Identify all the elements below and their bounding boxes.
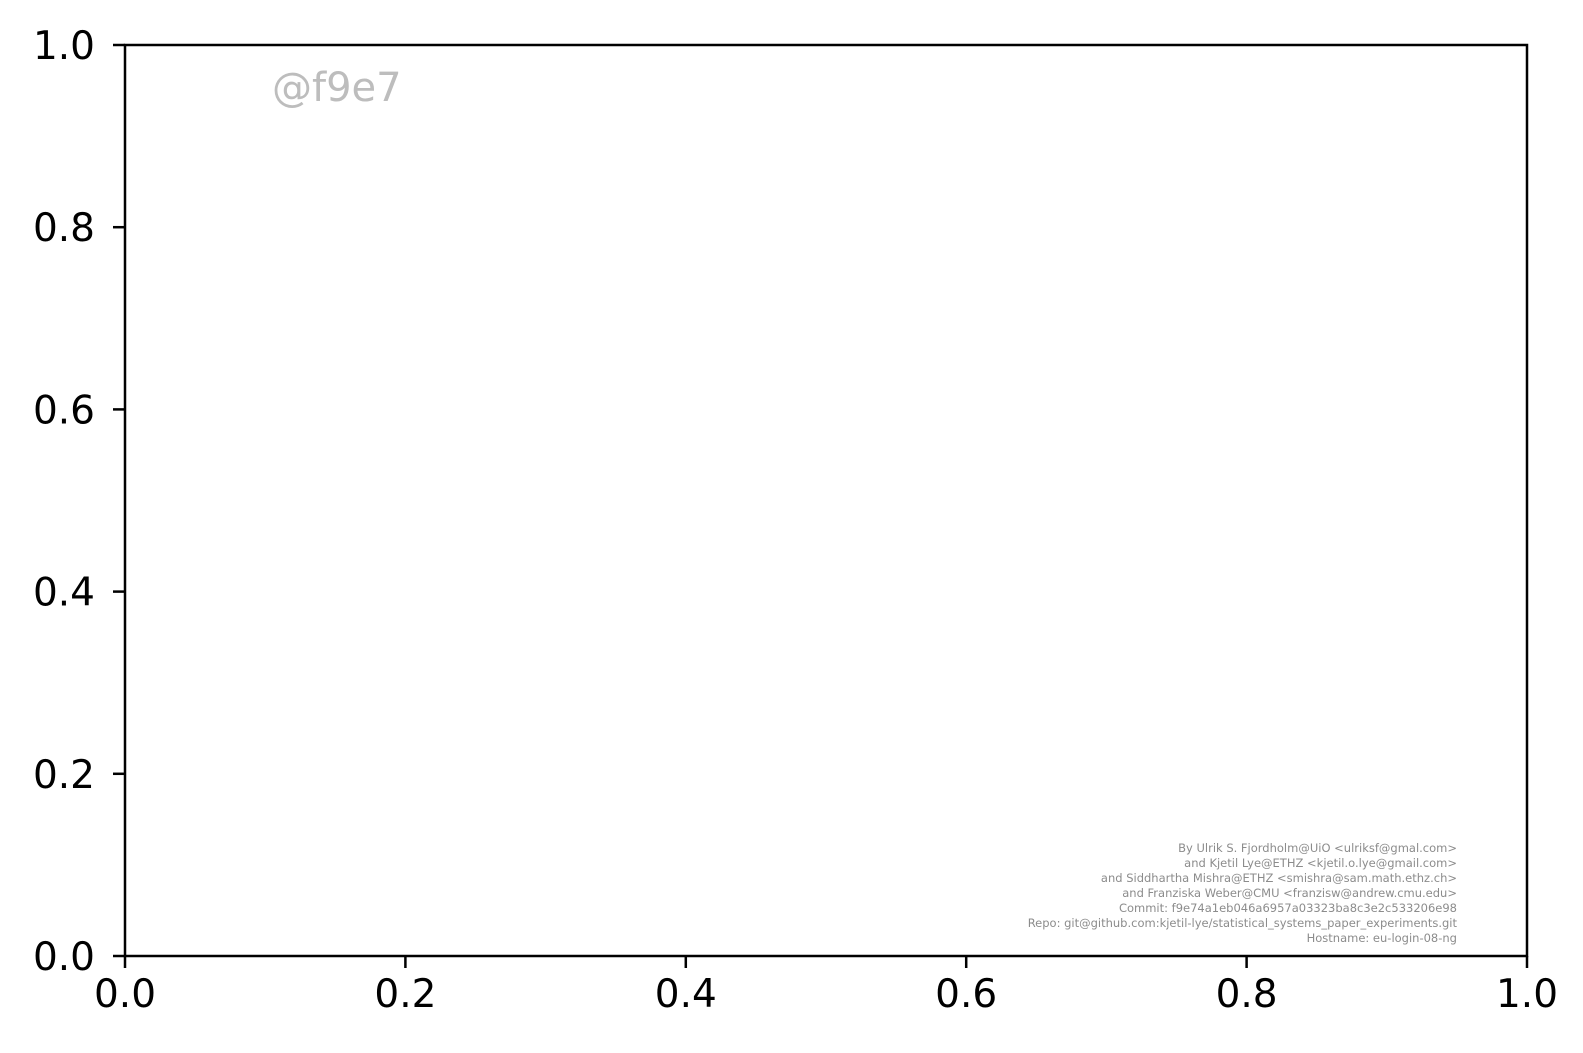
credit-line: Repo: git@github.com:kjetil-lye/statisti…: [1028, 916, 1458, 930]
x-tick-label: 1.0: [1496, 972, 1558, 1017]
credit-line: Commit: f9e74a1eb046a6957a03323ba8c3e2c5…: [1119, 901, 1457, 915]
x-tick-label: 0.8: [1216, 972, 1278, 1017]
x-tick-label: 0.4: [655, 972, 717, 1017]
credit-line: and Kjetil Lye@ETHZ <kjetil.o.lye@gmail.…: [1184, 856, 1457, 870]
y-tick-label: 1.0: [33, 24, 95, 69]
credit-line: Hostname: eu-login-08-ng: [1307, 931, 1457, 945]
y-tick-label: 0.8: [33, 206, 95, 251]
y-tick-label: 0.2: [33, 753, 95, 798]
y-tick-label: 0.0: [33, 935, 95, 980]
y-tick-label: 0.4: [33, 571, 95, 616]
watermark-label: @f9e7: [272, 65, 402, 111]
y-axis-ticks: 0.0 0.2 0.4 0.6 0.8 1.0: [33, 24, 125, 980]
credits-block: By Ulrik S. Fjordholm@UiO <ulriksf@gmal.…: [1028, 841, 1458, 945]
credit-line: By Ulrik S. Fjordholm@UiO <ulriksf@gmal.…: [1178, 841, 1457, 855]
x-axis-ticks: 0.0 0.2 0.4 0.6 0.8 1.0: [94, 956, 1558, 1017]
x-tick-label: 0.6: [935, 972, 997, 1017]
credit-line: and Siddhartha Mishra@ETHZ <smishra@sam.…: [1101, 871, 1457, 885]
y-tick-label: 0.6: [33, 388, 95, 433]
credit-line: and Franziska Weber@CMU <franzisw@andrew…: [1122, 886, 1457, 900]
x-tick-label: 0.0: [94, 972, 156, 1017]
x-tick-label: 0.2: [374, 972, 436, 1017]
plot-frame: [123, 43, 1529, 958]
